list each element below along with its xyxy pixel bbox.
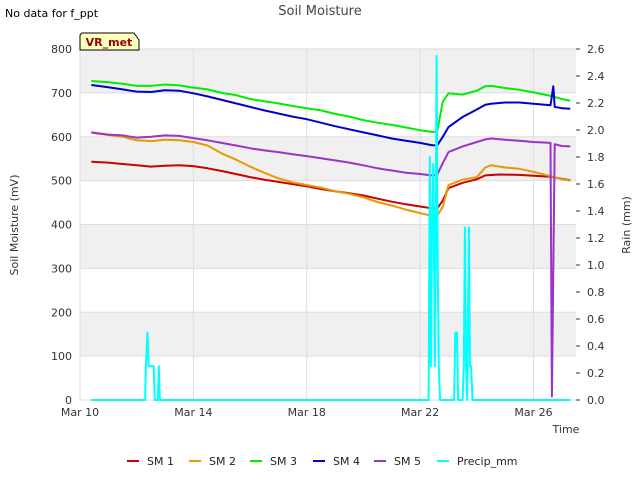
series-line-sm-4 (91, 84, 571, 147)
y-axis-left-label: Soil Moisture (mV) (8, 175, 21, 276)
legend-label: SM 2 (209, 455, 236, 468)
y-right-tick-label: 0.2 (587, 367, 605, 380)
y-left-tick-label: 400 (51, 219, 72, 232)
series-line-sm-3 (91, 80, 571, 133)
legend-label: SM 4 (333, 455, 360, 468)
legend-label: SM 5 (394, 455, 421, 468)
y-right-tick-label: 1.2 (587, 232, 605, 245)
y-right-tick-label: 2.2 (587, 97, 605, 110)
y-axis-right-label: Rain (mm) (620, 196, 633, 254)
y-left-tick-label: 100 (51, 350, 72, 363)
y-right-tick-label: 1.0 (587, 259, 605, 272)
y-right-tick-label: 0.8 (587, 286, 605, 299)
y-right-tick-label: 0.0 (587, 394, 605, 407)
y-left-tick-label: 300 (51, 262, 72, 275)
series-line-precip-mm (91, 54, 571, 401)
plot-band (80, 312, 576, 357)
site-label: VR_met (86, 36, 133, 49)
y-right-tick-label: 1.4 (587, 205, 605, 218)
y-right-tick-label: 0.4 (587, 340, 605, 353)
site-label-badge: VR_met (79, 32, 140, 51)
y-right-tick-label: 2.4 (587, 70, 605, 83)
y-right-tick-label: 2.0 (587, 124, 605, 137)
chart-title: Soil Moisture (278, 4, 362, 19)
y-left-tick-label: 800 (51, 43, 72, 56)
x-axis-label: Time (552, 423, 580, 436)
y-right-tick-label: 1.8 (587, 151, 605, 164)
legend-label: SM 3 (270, 455, 297, 468)
axis-ticks: 0 100 200 300 400 500 600 700 800 0.0 0.2 0.4 0.6 0.8… (51, 43, 605, 419)
legend-label: SM 1 (147, 455, 174, 468)
y-right-tick-label: 1.6 (587, 178, 605, 191)
legend-label: Precip_mm (457, 455, 518, 468)
y-left-tick-label: 600 (51, 131, 72, 144)
x-tick-label: Mar 18 (288, 406, 326, 419)
x-tick-label: Mar 26 (514, 406, 552, 419)
plot-band (80, 224, 576, 269)
y-left-tick-label: 200 (51, 306, 72, 319)
x-tick-label: Mar 10 (61, 406, 99, 419)
no-data-note: No data for f_ppt (5, 7, 99, 20)
x-tick-label: Mar 22 (401, 406, 439, 419)
y-left-tick-label: 0 (65, 394, 72, 407)
series-line-sm-2 (91, 131, 571, 217)
y-right-tick-label: 2.6 (587, 43, 605, 56)
y-right-tick-label: 0.6 (587, 313, 605, 326)
y-left-tick-label: 700 (51, 87, 72, 100)
series-line-sm-5 (91, 131, 571, 398)
x-tick-label: Mar 14 (174, 406, 212, 419)
legend: SM 1 SM 2 SM 3 SM 4 SM 5 Precip_mm (127, 455, 518, 468)
y-left-tick-label: 500 (51, 175, 72, 188)
series-lines (91, 54, 571, 401)
